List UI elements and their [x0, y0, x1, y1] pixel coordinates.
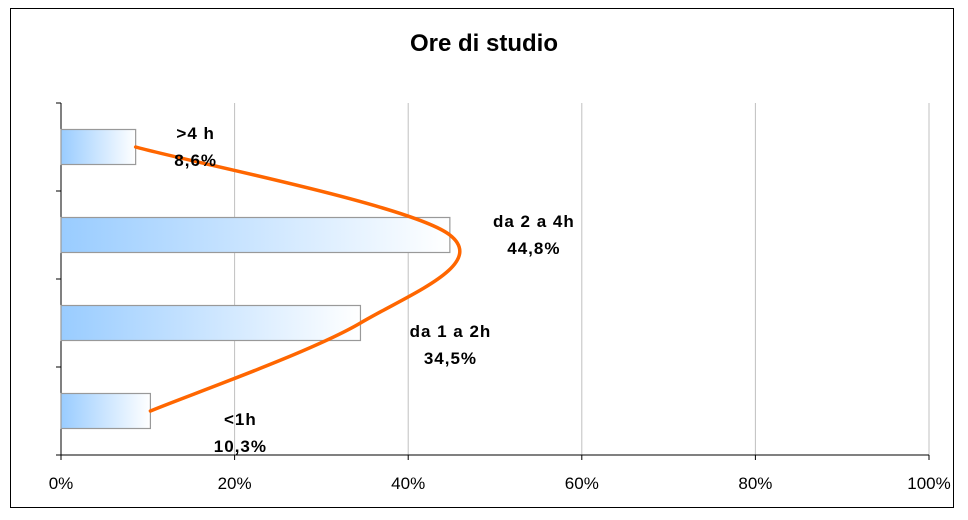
- bar: [60, 128, 137, 166]
- data-label-name: da 1 a 2h: [410, 322, 492, 341]
- x-tick-label: 60%: [565, 474, 599, 493]
- data-label-name: >4 h: [176, 124, 215, 143]
- chart-frame: [10, 8, 954, 508]
- data-label-value: 8,6%: [174, 151, 217, 170]
- chart-title: Ore di studio: [409, 30, 558, 57]
- data-label-value: 34,5%: [424, 349, 477, 368]
- bar: [60, 392, 152, 430]
- x-tick-label: 0%: [49, 474, 74, 493]
- data-label-name: da 2 a 4h: [493, 212, 575, 231]
- bar: [60, 216, 451, 254]
- data-label-value: 10,3%: [214, 437, 267, 456]
- bar: [60, 304, 362, 342]
- x-tick-label: 100%: [907, 474, 950, 493]
- x-tick-label: 20%: [218, 474, 252, 493]
- x-tick-label: 80%: [738, 474, 772, 493]
- data-label-value: 44,8%: [507, 239, 560, 258]
- data-label-name: <1h: [224, 410, 257, 429]
- x-tick-label: 40%: [391, 474, 425, 493]
- trend-line: [133, 145, 462, 413]
